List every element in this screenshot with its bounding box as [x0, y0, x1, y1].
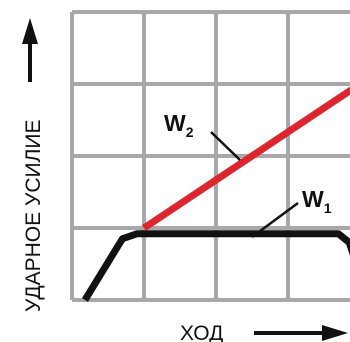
series-label-w2: W2 — [164, 110, 194, 140]
series-label-w1: W1 — [302, 186, 332, 216]
series-leader-w2 — [210, 131, 241, 161]
x-axis-arrowhead-icon — [322, 325, 348, 341]
y-axis-arrowhead-icon — [22, 18, 38, 44]
y-axis-label: УДАРНОЕ УСИЛИЕ — [22, 120, 45, 312]
series-leader-w1 — [251, 201, 299, 239]
x-axis-label: ХОД — [180, 322, 223, 342]
series-line-w1 — [81, 230, 350, 302]
grid — [70, 10, 350, 302]
series-line-w2 — [142, 86, 350, 231]
series-layer — [81, 86, 350, 302]
